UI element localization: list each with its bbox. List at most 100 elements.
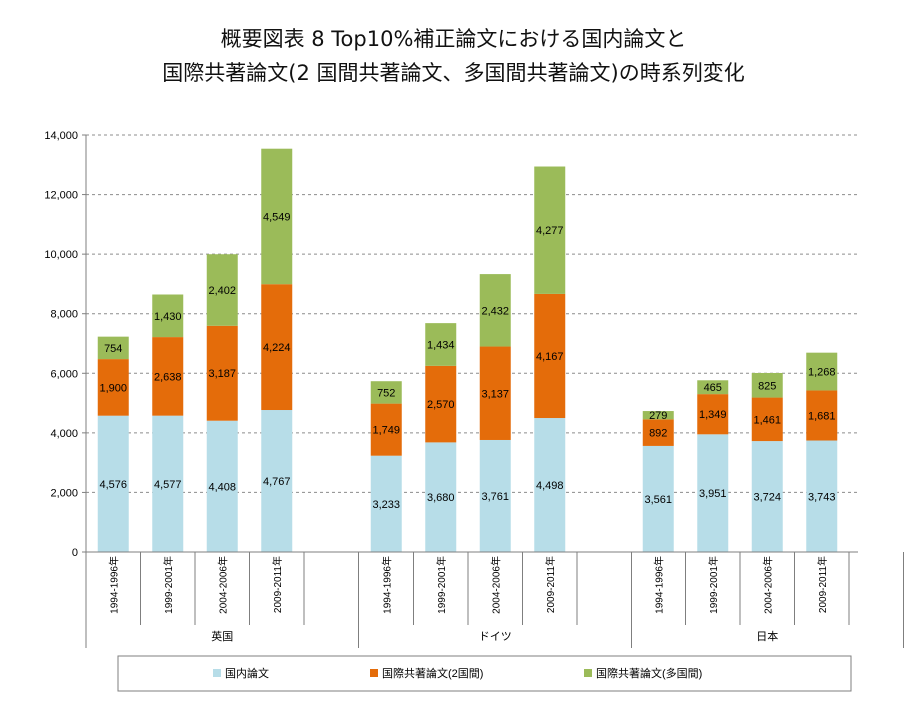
data-label: 4,408	[208, 481, 236, 493]
x-tick-label: 2009-2011年	[544, 556, 557, 613]
y-tick-label: 14,000	[44, 130, 78, 142]
data-label: 4,167	[536, 351, 564, 363]
data-label: 825	[758, 380, 776, 392]
data-label: 4,767	[263, 476, 291, 488]
bar-segment	[152, 337, 184, 416]
data-label: 4,577	[154, 479, 182, 491]
data-label: 3,724	[753, 492, 781, 504]
y-tick-label: 10,000	[44, 249, 78, 261]
data-label: 3,761	[481, 491, 509, 503]
bar-segment	[479, 346, 511, 440]
data-label: 1,749	[372, 425, 400, 437]
bar-segment	[806, 352, 838, 391]
bar-segment	[642, 411, 674, 420]
x-tick-label: 2009-2011年	[271, 556, 284, 613]
x-tick-label: 1994-1996年	[107, 556, 120, 614]
bar-segment	[534, 418, 566, 552]
x-tick-label: 2009-2011年	[816, 556, 829, 613]
bar-segment	[479, 274, 511, 347]
bar-segment	[97, 415, 129, 552]
data-label: 1,681	[808, 410, 836, 422]
y-tick-label: 12,000	[44, 190, 78, 202]
bars	[97, 148, 838, 552]
data-label: 3,137	[481, 388, 509, 400]
chart-title-line-1: 概要図表 8 Top10%補正論文における国内論文と	[220, 27, 687, 51]
group-label: 英国	[211, 629, 233, 643]
bar-segment	[697, 380, 729, 395]
data-label: 1,900	[99, 382, 127, 394]
bar-segment	[697, 394, 729, 435]
y-tick-label: 2,000	[50, 487, 78, 499]
y-tick-label: 0	[72, 547, 78, 559]
data-label: 2,402	[208, 285, 236, 297]
bar-segment	[261, 284, 293, 411]
axes: 0 2,000 4,000 6,000 8,000 10,000 12,000 14,000 1…	[44, 130, 904, 648]
y-tick-label: 8,000	[50, 309, 78, 321]
bar-segment	[152, 415, 184, 552]
x-tick-label: 1999-2001年	[435, 556, 448, 614]
legend-label: 国内論文	[225, 666, 269, 680]
data-label: 279	[649, 410, 667, 422]
bar-segment	[425, 442, 457, 552]
data-label: 2,432	[481, 305, 509, 317]
group-label: 日本	[756, 629, 778, 643]
x-tick-label: 2004-2006年	[761, 556, 774, 614]
bar-segment	[370, 455, 402, 552]
x-tick-label: 1994-1996年	[652, 556, 665, 614]
legend-label: 国際共著論文(多国間)	[596, 666, 702, 680]
data-label: 4,224	[263, 342, 291, 354]
data-label: 2,570	[427, 399, 455, 411]
data-label: 1,268	[808, 367, 836, 379]
bar-segment	[642, 445, 674, 552]
bar-segment	[751, 372, 783, 398]
data-label: 3,187	[208, 368, 236, 380]
data-label: 892	[649, 428, 667, 440]
data-labels: 4,576 1,900 754 4,577 2,638 1,430 4,408 3,187 2,…	[99, 211, 835, 510]
legend-swatch	[213, 669, 221, 677]
data-label: 3,951	[699, 488, 727, 500]
bar-segment	[261, 410, 293, 552]
chart-title: 概要図表 8 Top10%補正論文における国内論文と 国際共著論文(2 国間共著…	[0, 22, 907, 90]
bar-segment	[206, 420, 238, 552]
x-tick-label: 2004-2006年	[216, 556, 229, 614]
bar-segment	[806, 440, 838, 552]
bar-segment	[425, 323, 457, 366]
legend-swatch	[584, 669, 592, 677]
bar-segment	[479, 439, 511, 552]
bar-segment	[370, 403, 402, 456]
legend-label: 国際共著論文(2国間)	[382, 666, 483, 680]
bar-segment	[806, 390, 838, 441]
bar-segment	[534, 293, 566, 419]
data-label: 1,461	[753, 414, 781, 426]
bar-segment	[370, 381, 402, 404]
gridlines	[86, 134, 858, 493]
data-label: 465	[704, 382, 722, 394]
data-label: 4,498	[536, 480, 564, 492]
bar-segment	[152, 294, 184, 338]
data-label: 1,349	[699, 409, 727, 421]
data-label: 754	[104, 343, 122, 355]
data-label: 1,430	[154, 311, 182, 323]
bar-segment	[206, 254, 238, 326]
bar-segment	[642, 419, 674, 446]
y-tick-label: 4,000	[50, 428, 78, 440]
bar-segment	[697, 434, 729, 552]
data-label: 4,576	[99, 479, 127, 491]
data-label: 2,638	[154, 371, 182, 383]
x-tick-label: 1994-1996年	[380, 556, 393, 614]
bar-segment	[751, 397, 783, 442]
bar-segment	[751, 441, 783, 552]
chart-title-line-2: 国際共著論文(2 国間共著論文、多国間共著論文)の時系列変化	[162, 61, 745, 85]
data-label: 1,434	[427, 339, 455, 351]
legend-box	[117, 655, 852, 692]
data-label: 3,561	[644, 494, 672, 506]
bar-segment	[425, 365, 457, 443]
y-tick-label: 6,000	[50, 368, 78, 380]
data-label: 752	[377, 387, 395, 399]
data-label: 4,277	[536, 225, 564, 237]
x-tick-label: 1999-2001年	[707, 556, 720, 614]
bar-segment	[261, 148, 293, 285]
data-label: 3,680	[427, 492, 455, 504]
